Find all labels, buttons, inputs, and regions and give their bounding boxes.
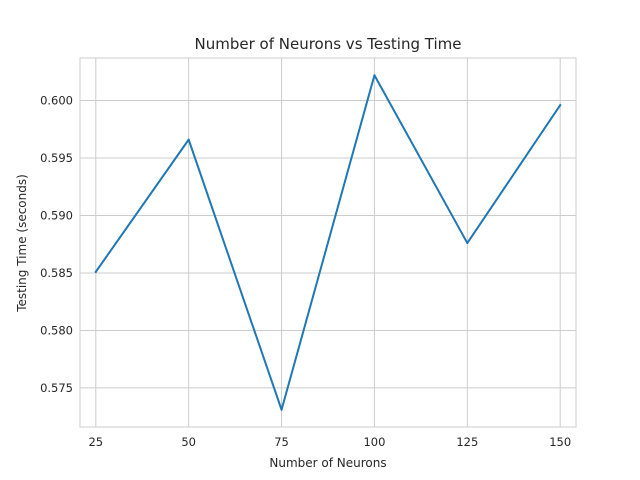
series-line: [94, 74, 562, 411]
data-point: [280, 408, 283, 411]
data-point: [466, 242, 469, 245]
x-tick-label: 100: [363, 435, 385, 449]
x-axis-label: Number of Neurons: [269, 456, 386, 470]
x-tick-label: 150: [549, 435, 571, 449]
y-tick-label: 0.580: [40, 323, 73, 337]
data-point: [373, 74, 376, 77]
data-point: [187, 138, 190, 141]
data-point: [94, 270, 97, 273]
y-tick-labels: 0.575 0.580 0.585 0.590 0.595 0.600: [40, 94, 73, 395]
series-layer: [94, 74, 562, 411]
y-tick-label: 0.600: [40, 94, 73, 108]
x-tick-label: 125: [456, 435, 478, 449]
x-tick-label: 50: [181, 435, 196, 449]
x-tick-label: 25: [88, 435, 103, 449]
plot-area-frame: [79, 57, 577, 428]
y-tick-label: 0.575: [40, 381, 73, 395]
x-tick-label: 75: [274, 435, 289, 449]
y-tick-label: 0.590: [40, 208, 73, 222]
data-point: [559, 104, 562, 107]
x-tick-labels: 25 50 75 100 125 150: [88, 435, 571, 449]
y-tick-label: 0.585: [40, 266, 73, 280]
y-tick-label: 0.595: [40, 151, 73, 165]
y-axis-label: Testing Time (seconds): [15, 174, 29, 313]
chart-title: Number of Neurons vs Testing Time: [195, 35, 462, 53]
